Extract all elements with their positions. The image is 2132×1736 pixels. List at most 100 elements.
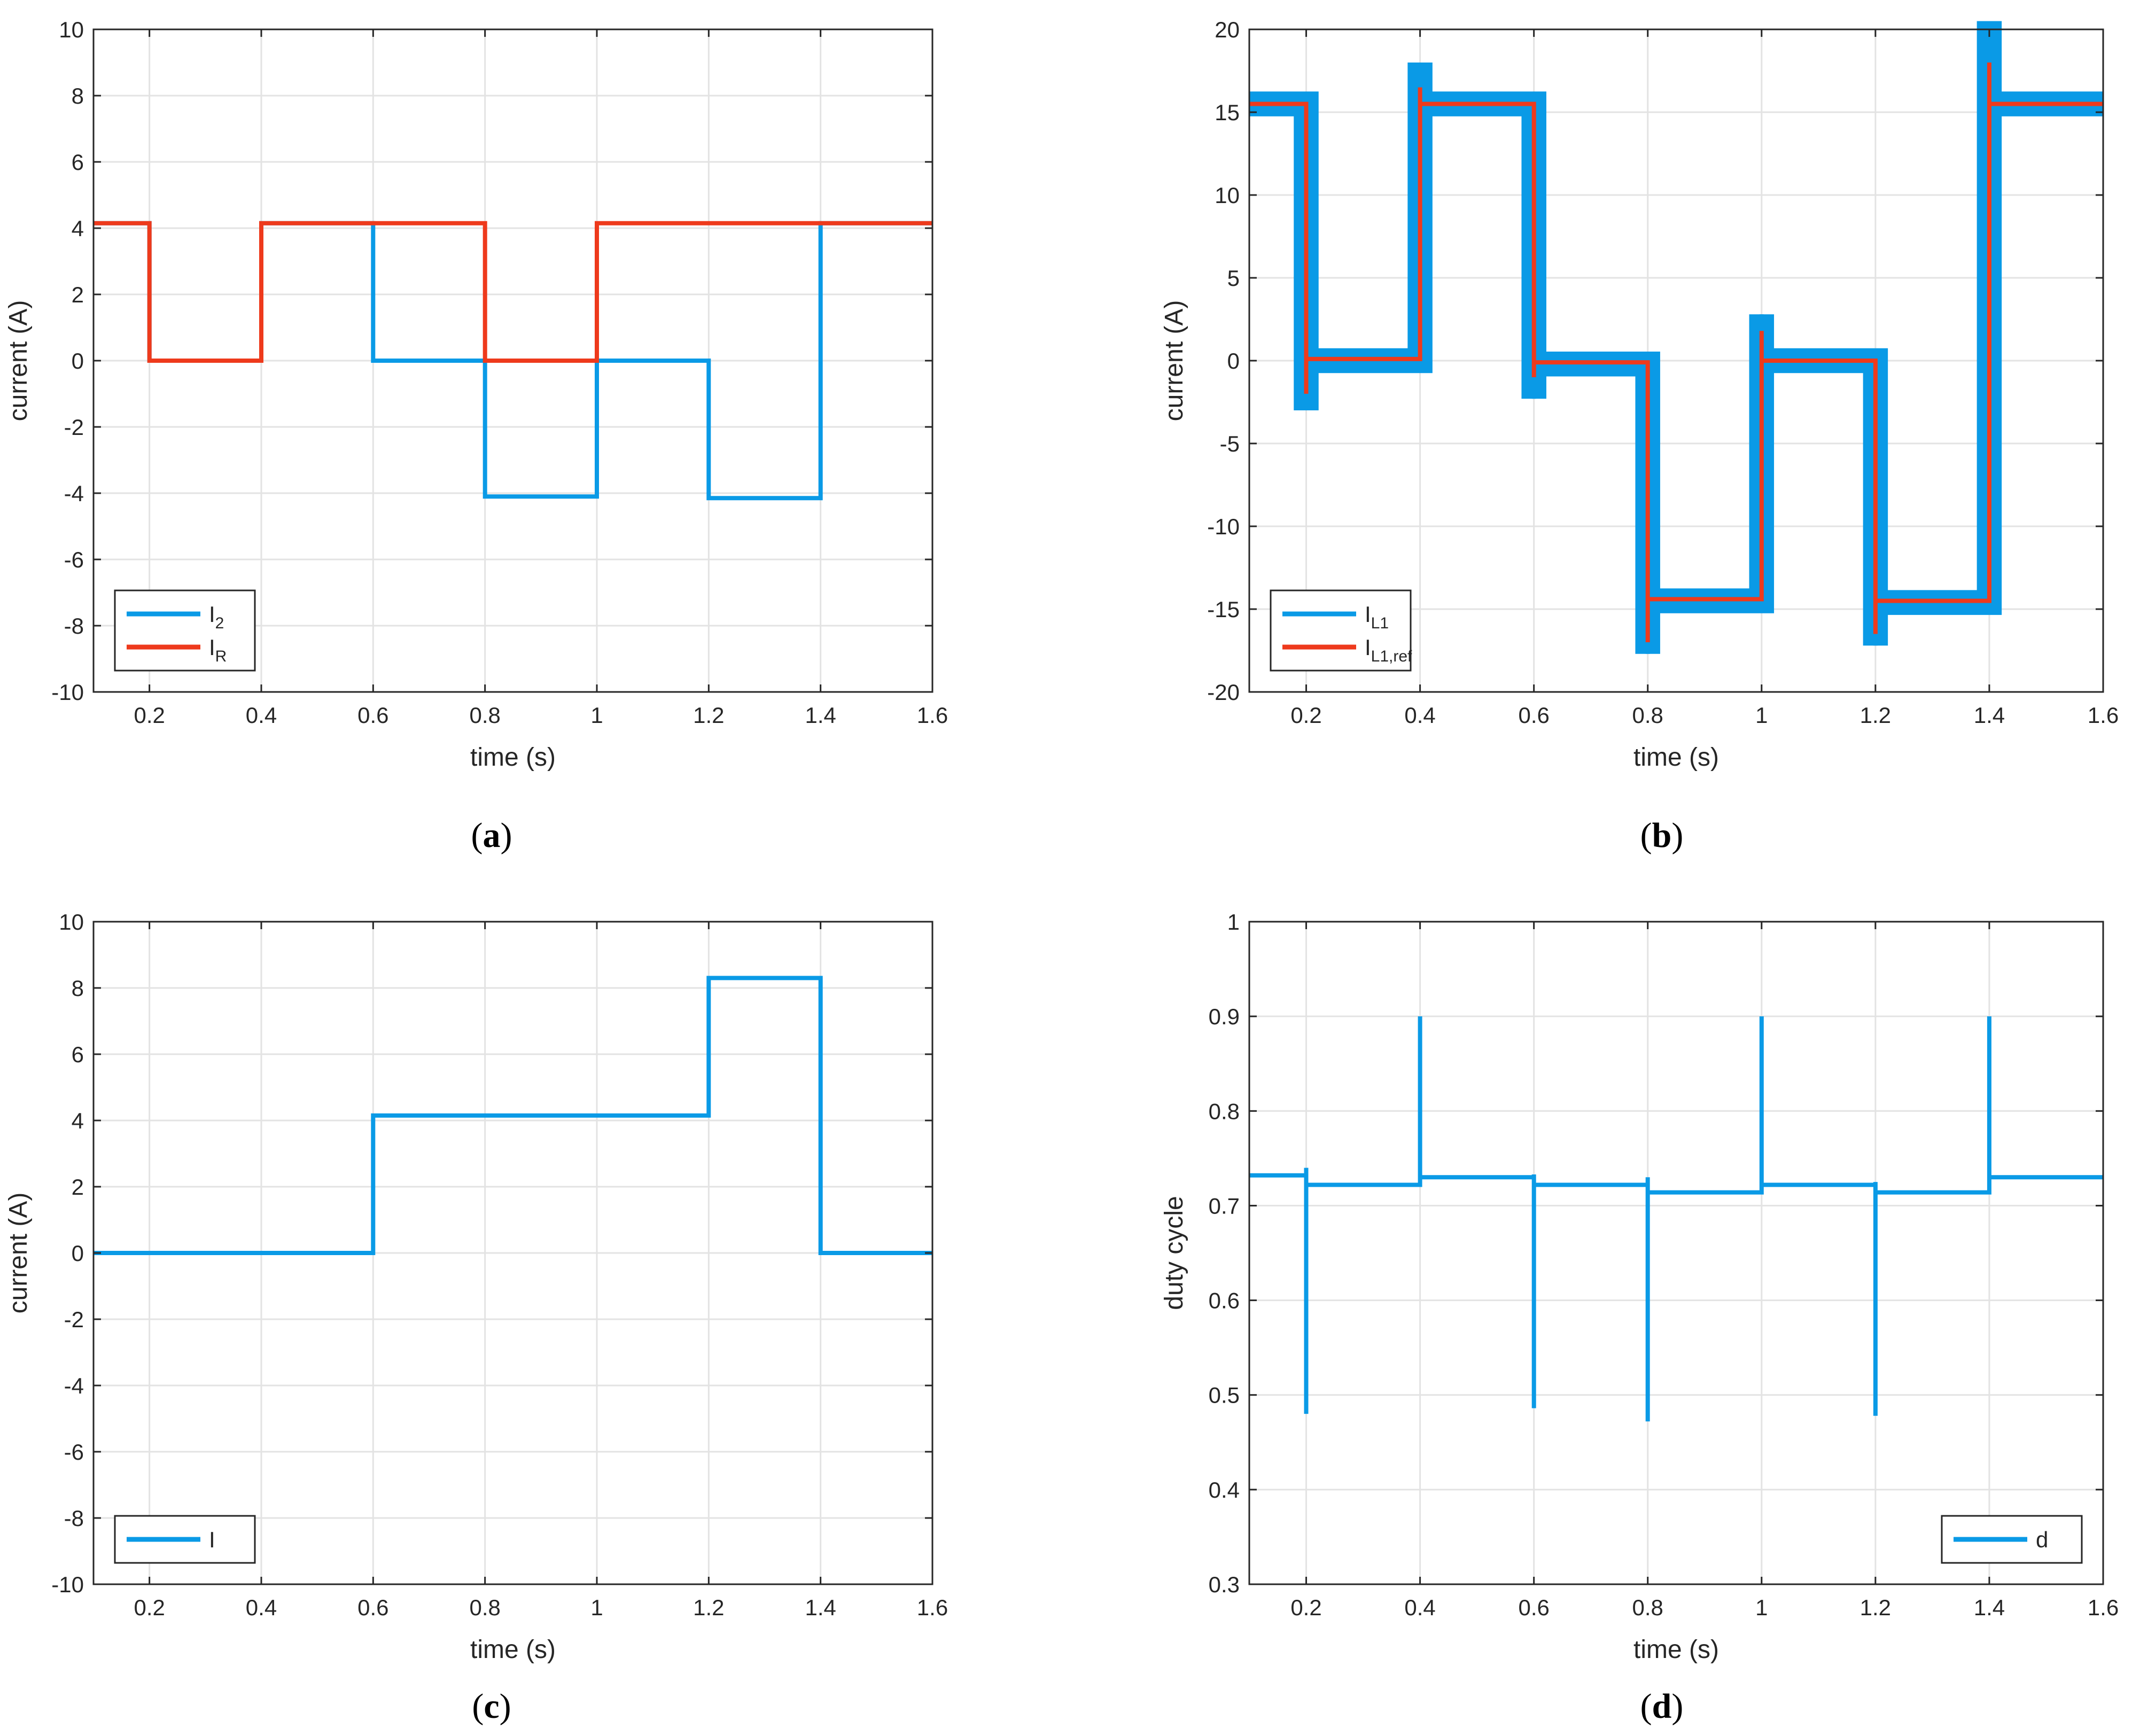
y-tick-label: 0.5 — [1209, 1383, 1240, 1408]
y-tick-label: 15 — [1215, 100, 1240, 125]
y-tick-label: -5 — [1220, 431, 1240, 456]
caption-open-paren: ( — [1640, 1687, 1652, 1726]
legend-label-main: I — [1365, 635, 1371, 660]
caption-close-paren: ) — [500, 1687, 511, 1726]
y-axis-label: duty cycle — [1160, 1196, 1188, 1310]
y-tick-label: 6 — [72, 1042, 84, 1067]
y-tick-label: 8 — [72, 976, 84, 1001]
legend-label-I2: I2 — [209, 602, 224, 632]
x-tick-label: 1.6 — [917, 1595, 948, 1620]
y-axis-label: current (A) — [4, 1193, 33, 1314]
series-line-d — [1249, 1016, 2103, 1422]
y-tick-label: -6 — [64, 547, 84, 572]
x-axis-label: time (s) — [1633, 743, 1719, 772]
y-tick-label: 8 — [72, 83, 84, 108]
y-tick-label: 6 — [72, 150, 84, 175]
legend-label-subscript: L1 — [1371, 614, 1389, 632]
series-line-IL1,ref — [1249, 63, 2103, 642]
caption-letter: d — [1652, 1687, 1672, 1726]
legend-label-IL1,ref: IL1,ref — [1365, 635, 1412, 665]
x-tick-label: 0.2 — [134, 703, 165, 728]
legend-label-main: I — [209, 1527, 215, 1552]
caption-close-paren: ) — [501, 816, 512, 855]
y-tick-label: -6 — [64, 1439, 84, 1465]
x-tick-label: 0.8 — [469, 703, 500, 728]
panel-caption: (b) — [1640, 816, 1684, 855]
legend-label-main: I — [209, 635, 215, 660]
x-tick-label: 0.8 — [469, 1595, 500, 1620]
y-axis-label: current (A) — [1160, 300, 1188, 422]
caption-letter: b — [1652, 816, 1672, 855]
caption-letter: c — [484, 1687, 499, 1726]
x-tick-label: 1.4 — [805, 1595, 836, 1620]
x-tick-label: 1.2 — [1860, 1595, 1891, 1620]
x-tick-label: 0.4 — [1404, 1595, 1435, 1620]
y-tick-label: 10 — [1215, 183, 1240, 208]
chart-panel-a: 0.2 0.4 0.6 0.8 1 1.2 1.4 1.6 -10 -8 -6 -4 -2 0 2 4 6 8 10… — [4, 17, 948, 855]
y-tick-label: -8 — [64, 1506, 84, 1531]
y-tick-label: -4 — [64, 481, 84, 506]
legend-label-IR: IR — [209, 635, 227, 665]
series-line-I — [94, 976, 932, 1255]
legend-label-subscript: L1,ref — [1371, 648, 1412, 665]
y-tick-label: 5 — [1227, 266, 1240, 291]
y-tick-label: -10 — [1207, 514, 1240, 539]
y-tick-label: -15 — [1207, 597, 1240, 622]
y-tick-label: 0 — [72, 348, 84, 373]
y-tick-label: -10 — [51, 1572, 84, 1597]
legend-label-subscript: 2 — [215, 614, 224, 632]
y-tick-label: 1 — [1227, 909, 1240, 935]
y-tick-label: 4 — [72, 1108, 84, 1133]
x-tick-label: 1.2 — [693, 703, 724, 728]
legend-box — [114, 589, 256, 672]
caption-open-paren: ( — [472, 1687, 484, 1726]
x-tick-label: 0.6 — [1518, 1595, 1549, 1620]
caption-letter: a — [483, 816, 501, 855]
legend-label-IL1: IL1 — [1365, 602, 1389, 632]
x-tick-label: 0.8 — [1632, 703, 1663, 728]
x-tick-label: 1.6 — [2088, 1595, 2119, 1620]
legend-label-I: I — [209, 1527, 215, 1552]
y-tick-label: 0.3 — [1209, 1572, 1240, 1597]
y-tick-label: 0 — [1227, 348, 1240, 373]
chart-panel-c: 0.2 0.4 0.6 0.8 1 1.2 1.4 1.6 -10 -8 -6 -4 -2 0 2 4 6 8 10… — [4, 909, 948, 1726]
x-tick-label: 1.4 — [1974, 1595, 2005, 1620]
x-tick-label: 1 — [1755, 1595, 1768, 1620]
legend-label-main: d — [2036, 1527, 2048, 1552]
x-tick-label: 1.4 — [1974, 703, 2005, 728]
x-tick-label: 0.2 — [1290, 703, 1321, 728]
y-tick-label: 0.8 — [1209, 1099, 1240, 1124]
legend-label-d: d — [2036, 1527, 2048, 1552]
caption-close-paren: ) — [1671, 1687, 1683, 1726]
y-tick-label: 0.7 — [1209, 1193, 1240, 1218]
x-tick-label: 0.8 — [1632, 1595, 1663, 1620]
y-tick-label: 0.9 — [1209, 1004, 1240, 1029]
caption-close-paren: ) — [1671, 816, 1683, 855]
x-tick-label: 1 — [1755, 703, 1768, 728]
panel-caption: (d) — [1640, 1687, 1684, 1726]
y-tick-label: -10 — [51, 680, 84, 705]
x-tick-label: 1.6 — [2088, 703, 2119, 728]
x-tick-label: 1 — [590, 703, 603, 728]
y-tick-label: 0.4 — [1209, 1477, 1240, 1503]
x-axis-label: time (s) — [470, 1636, 556, 1664]
y-tick-label: 0.6 — [1209, 1288, 1240, 1313]
legend: d — [1941, 1515, 2083, 1564]
x-tick-label: 1.2 — [1860, 703, 1891, 728]
caption-open-paren: ( — [471, 816, 483, 855]
x-tick-label: 1 — [590, 1595, 603, 1620]
x-tick-label: 1.2 — [693, 1595, 724, 1620]
series-line-IR — [94, 221, 932, 363]
chart-panel-d: 0.2 0.4 0.6 0.8 1 1.2 1.4 1.6 0.3 0.4 0.5 0.6 0.7 0.8… — [1160, 909, 2119, 1726]
y-axis-label: current (A) — [4, 300, 33, 422]
legend-label-main: I — [1365, 602, 1371, 627]
x-axis-label: time (s) — [470, 743, 556, 772]
y-tick-label: -2 — [64, 415, 84, 440]
y-tick-label: 10 — [59, 909, 84, 935]
legend-box — [1270, 589, 1412, 672]
x-tick-label: 0.6 — [1518, 703, 1549, 728]
y-tick-label: -2 — [64, 1307, 84, 1332]
